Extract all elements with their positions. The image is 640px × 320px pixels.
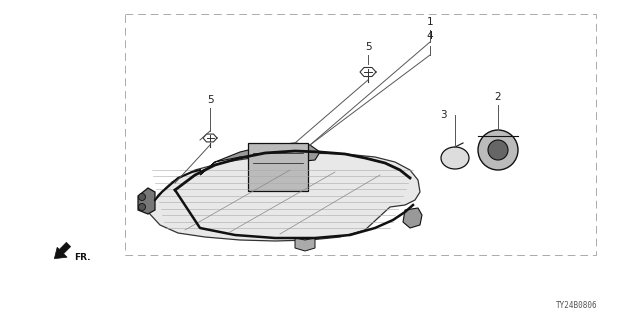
Polygon shape — [148, 153, 420, 241]
Text: 5: 5 — [207, 95, 213, 105]
Text: TY24B0806: TY24B0806 — [556, 301, 598, 310]
Polygon shape — [54, 242, 70, 259]
Circle shape — [478, 130, 518, 170]
Bar — [125, 14, 596, 255]
Circle shape — [138, 194, 145, 201]
Bar — [248, 143, 308, 191]
Text: FR.: FR. — [74, 252, 90, 261]
Circle shape — [488, 140, 508, 160]
Text: 1: 1 — [427, 17, 433, 27]
Polygon shape — [295, 238, 315, 251]
Text: 2: 2 — [495, 92, 501, 102]
Polygon shape — [138, 188, 155, 214]
Ellipse shape — [441, 147, 469, 169]
Polygon shape — [200, 143, 320, 175]
Text: 4: 4 — [427, 31, 433, 41]
Text: 5: 5 — [365, 42, 371, 52]
Polygon shape — [403, 208, 422, 228]
Circle shape — [138, 204, 145, 211]
Text: 3: 3 — [440, 110, 446, 120]
